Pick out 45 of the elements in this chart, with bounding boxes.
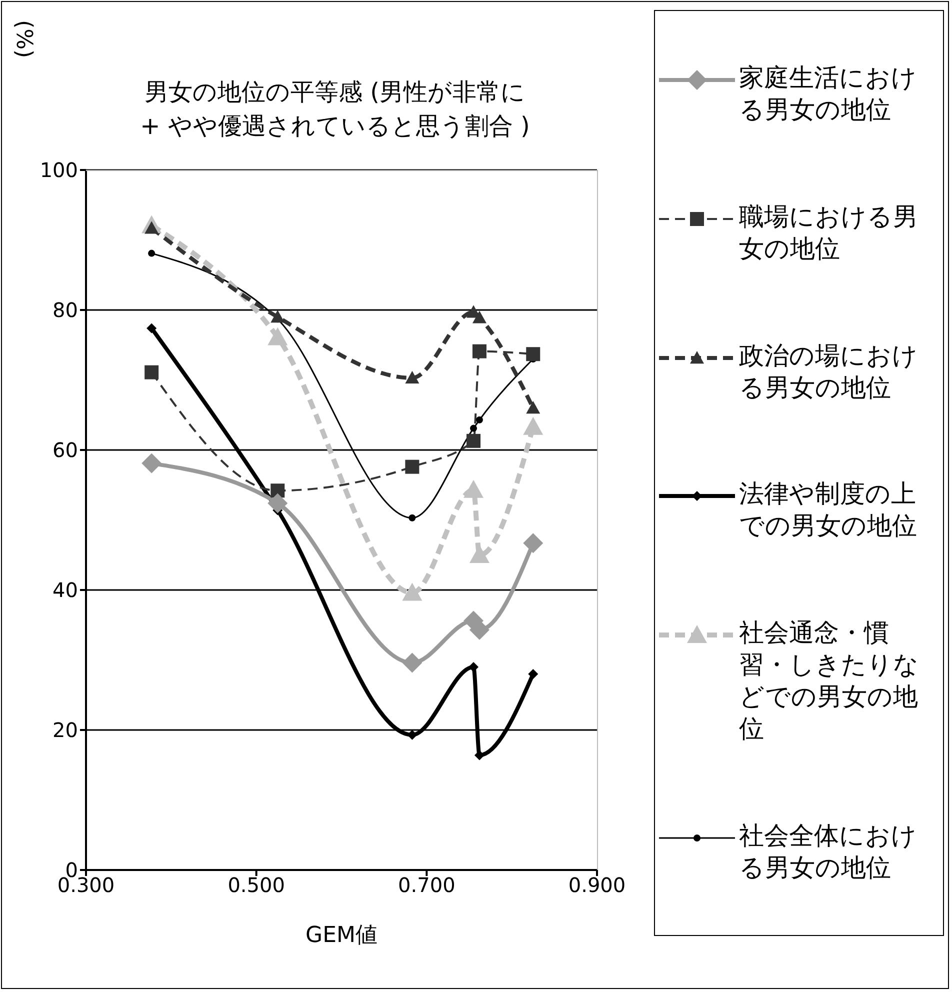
y-tick-label: 80 [52, 298, 78, 322]
legend-label: 社会通念・慣習・しきたりなどでの男女の地位 [739, 616, 920, 745]
x-tick-label: 0.500 [228, 873, 285, 898]
point [402, 582, 422, 601]
point [268, 327, 288, 346]
y-tick-label: 60 [52, 438, 78, 462]
point [408, 514, 416, 522]
point [468, 662, 479, 672]
point [146, 323, 157, 334]
point [405, 370, 420, 384]
point [523, 533, 544, 554]
point [144, 365, 159, 380]
x-tick-label: 0.700 [398, 873, 456, 898]
point [528, 669, 538, 679]
point [474, 750, 484, 760]
legend-label: 社会全体における男女の地位 [739, 820, 918, 884]
y-axis-title: (%) [11, 20, 36, 58]
point [469, 545, 490, 563]
x-axis-title: GEM値 [306, 923, 378, 948]
point [472, 344, 486, 358]
point [270, 484, 285, 498]
point [526, 401, 540, 414]
legend-label: 職場における男女の地位 [739, 200, 919, 265]
point [523, 416, 544, 435]
point [268, 493, 288, 514]
point [472, 310, 486, 324]
legend-label: 家庭生活における男女の地位 [739, 62, 918, 126]
point [476, 416, 483, 424]
y-tick-label: 20 [52, 718, 78, 742]
point [407, 730, 418, 740]
point [142, 453, 162, 474]
point [526, 347, 540, 362]
point [148, 250, 156, 257]
point [464, 480, 484, 498]
point [466, 434, 481, 448]
x-tick-label: 0.900 [568, 873, 626, 898]
point [270, 310, 285, 323]
point [470, 424, 478, 432]
point [402, 652, 422, 673]
legend-label: 法律や制度の上での男女の地位 [739, 478, 918, 542]
point [405, 460, 420, 474]
chart-title: 男女の地位の平等感 (男性が非常に + やや優遇されていると思う割合 ) [139, 77, 531, 142]
legend-label: 政治の場における男女の地位 [739, 340, 919, 404]
y-tick-label: 40 [52, 578, 78, 602]
y-tick-label: 100 [40, 158, 78, 182]
